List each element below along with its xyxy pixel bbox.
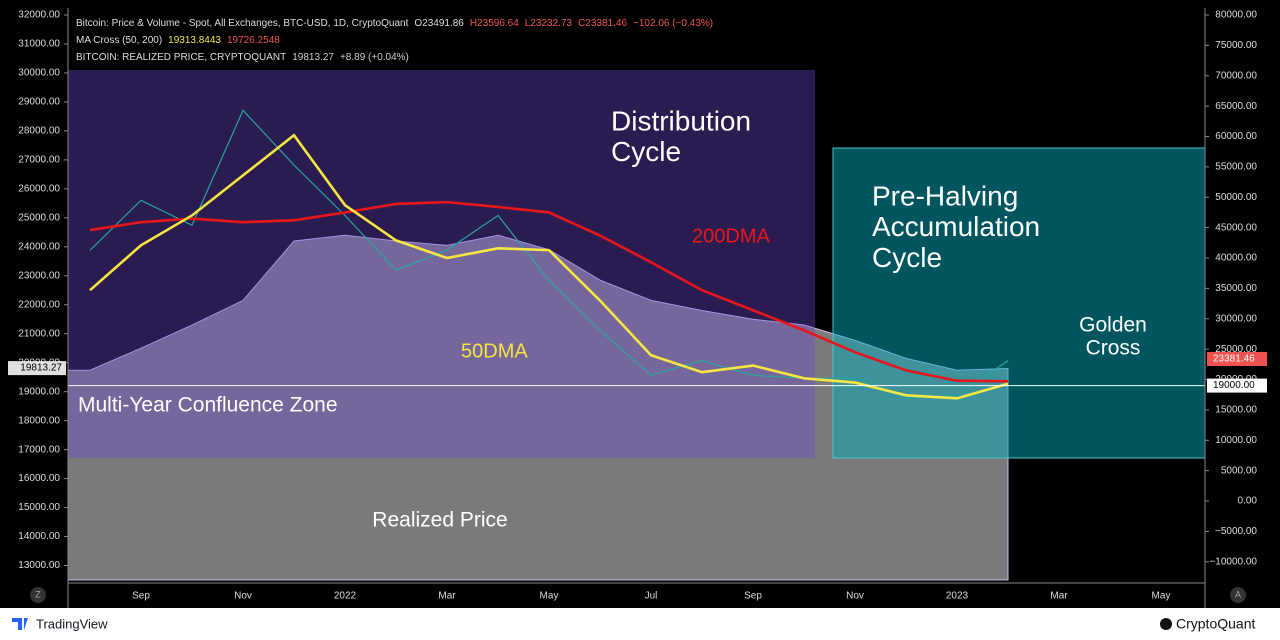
price-label-box [1207,351,1267,366]
y2-tick-label: 5000.00 [1221,465,1258,476]
y-tick-label: 28000.00 [18,126,60,137]
legend-item: H23596.64 [470,18,519,29]
series-line [89,109,1009,399]
x-tick-label: 2022 [334,591,357,602]
y2-tick-label: 55000.00 [1215,162,1257,173]
legend-line: BITCOIN: REALIZED PRICE, CRYPTOQUANT 1981… [76,52,409,63]
x-tick-label: May [1152,591,1171,602]
annotation: Distribution [611,105,751,136]
annotation: Multi-Year Confluence Zone [78,394,338,417]
y-tick-label: 26000.00 [18,183,60,194]
legend-item: MA Cross (50, 200) [76,35,162,46]
x-tick-label: Nov [234,591,252,602]
y-tick-label: 19000.00 [18,386,60,397]
legend-line: Bitcoin: Price & Volume - Spot, All Exch… [76,18,713,29]
y-tick-label: 21000.00 [18,328,60,339]
distribution-zone [68,70,815,458]
legend-item: L23232.73 [525,18,573,29]
y-tick-label: 29000.00 [18,97,60,108]
y2-tick-label: 0.00 [1238,496,1258,507]
legend-item: Bitcoin: Price & Volume - Spot, All Exch… [76,18,409,29]
scale-button[interactable] [30,587,46,603]
cryptoquant-brand: CryptoQuant [1176,616,1255,632]
legend-item: 19313.8443 [168,35,221,46]
y2-tick-label: 40000.00 [1215,253,1257,264]
scale-button-label: Z [35,589,41,599]
realized-label: 19813.27 [20,363,62,374]
annotation: Golden [1079,314,1147,337]
x-tick-label: Jul [645,591,658,602]
realized-label-box [8,361,66,376]
y-tick-label: 24000.00 [18,241,60,252]
y-tick-label: 27000.00 [18,155,60,166]
y-tick-label: 13000.00 [18,560,60,571]
y-tick-label: 17000.00 [18,444,60,455]
annotation: Cross [1086,337,1141,360]
tradingview-brand: TradingView [36,616,108,631]
annotation: Pre-Halving [872,180,1018,211]
legend-item: 19726.2548 [227,35,280,46]
y-tick-label: 30000.00 [18,68,60,79]
y-tick-label: 23000.00 [18,270,60,281]
x-tick-label: Nov [846,591,864,602]
x-tick-label: Sep [744,591,762,602]
y2-tick-label: 15000.00 [1215,405,1257,416]
y2-tick-label: 35000.00 [1215,283,1257,294]
annotation: 50DMA [461,340,528,362]
legend-item: O23491.86 [414,18,464,29]
annotation: Cycle [611,136,681,167]
y-tick-label: 25000.00 [18,212,60,223]
y-tick-label: 22000.00 [18,299,60,310]
price-label: 23381.46 [1213,354,1255,365]
level-label-box [1207,378,1267,393]
y2-tick-label: 30000.00 [1215,313,1257,324]
level-label: 19000.00 [1213,380,1255,391]
legend-item: C23381.46 [578,18,627,29]
cryptoquant-logo [1160,618,1172,630]
legend-item: +8.89 (+0.04%) [340,52,409,63]
annotation: Realized Price [372,509,507,532]
y2-tick-label: 25000.00 [1215,344,1257,355]
legend-item: BITCOIN: REALIZED PRICE, CRYPTOQUANT [76,52,286,63]
x-tick-label: May [540,591,559,602]
x-tick-label: Mar [438,591,456,602]
series-line [89,200,1009,383]
auto-button-label: A [1235,589,1241,599]
y2-tick-label: 45000.00 [1215,222,1257,233]
y2-tick-label: 80000.00 [1215,10,1257,21]
annotation: Cycle [872,242,942,273]
y-tick-label: 18000.00 [18,415,60,426]
legend-item: 19813.27 [292,52,334,63]
y2-tick-label: 75000.00 [1215,40,1257,51]
tradingview-logo [12,618,28,630]
accumulation-zone [832,147,1206,459]
y2-tick-label: 50000.00 [1215,192,1257,203]
y-tick-label: 16000.00 [18,473,60,484]
y-tick-label: 31000.00 [18,39,60,50]
annotation: 200DMA [692,225,770,247]
auto-button[interactable] [1230,587,1246,603]
legend-item: −102.06 (−0.43%) [633,18,713,29]
series-line [89,133,1009,400]
y-tick-label: 32000.00 [18,10,60,21]
y-tick-label: 14000.00 [18,531,60,542]
footer-bar [0,608,1280,640]
y-tick-label: 15000.00 [18,502,60,513]
y2-tick-label: 65000.00 [1215,101,1257,112]
x-tick-label: Sep [132,591,150,602]
y2-tick-label: −5000.00 [1215,526,1257,537]
x-tick-label: 2023 [946,591,969,602]
y2-tick-label: 60000.00 [1215,131,1257,142]
legend-line: MA Cross (50, 200) 19313.8443 19726.2548 [76,35,280,46]
x-tick-label: Mar [1050,591,1068,602]
y2-tick-label: −10000.00 [1209,556,1257,567]
y2-tick-label: 10000.00 [1215,435,1257,446]
annotation: Accumulation [872,211,1040,242]
y2-tick-label: 70000.00 [1215,70,1257,81]
